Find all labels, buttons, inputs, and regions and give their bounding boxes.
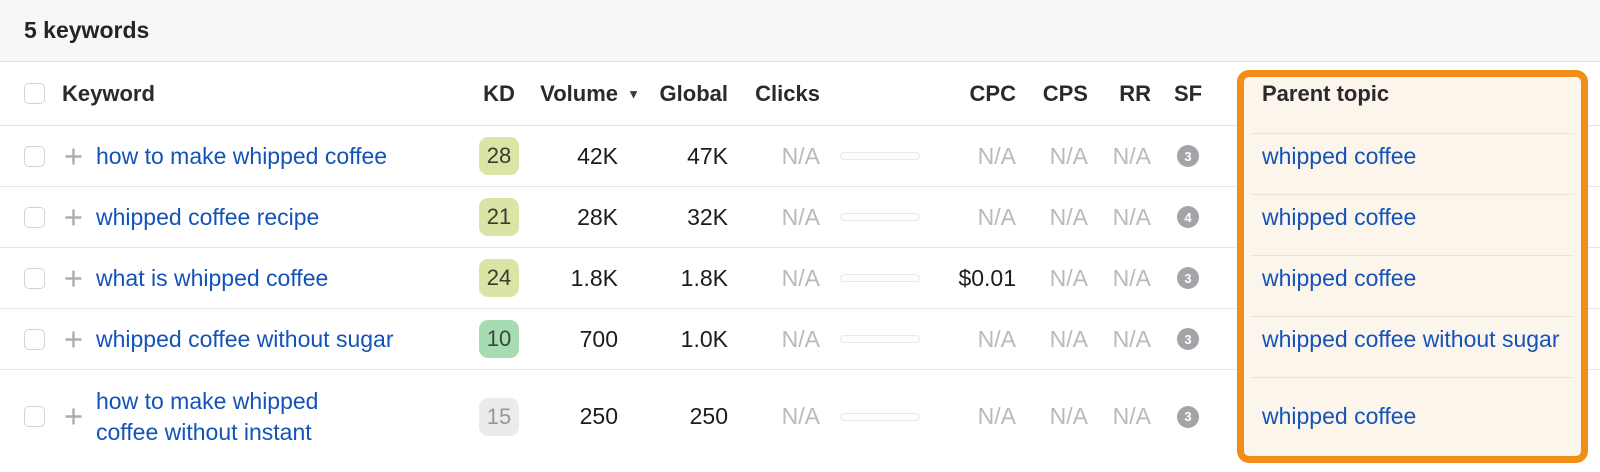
kd-badge: 28	[478, 137, 520, 175]
kd-badge: 21	[478, 198, 520, 236]
global-value: 47K	[687, 142, 728, 169]
kd-badge: 10	[478, 320, 520, 358]
column-header-kd[interactable]: KD	[483, 80, 515, 106]
global-value: 32K	[687, 203, 728, 230]
cpc-value: N/A	[977, 203, 1016, 230]
serp-features-badge[interactable]: 3	[1177, 328, 1199, 350]
table-row: what is whipped coffee 24 1.8K 1.8K N/A …	[0, 248, 1600, 309]
add-keyword-button[interactable]	[62, 145, 84, 167]
parent-topic-link[interactable]: whipped coffee	[1262, 142, 1417, 169]
column-header-cps[interactable]: CPS	[1042, 80, 1088, 106]
add-keyword-button[interactable]	[62, 406, 84, 428]
cpc-value: N/A	[977, 142, 1016, 169]
global-value: 1.8K	[680, 264, 728, 291]
volume-value: 700	[579, 325, 618, 352]
serp-features-badge[interactable]: 4	[1177, 206, 1199, 228]
column-header-clicks[interactable]: Clicks	[755, 80, 820, 106]
clicks-value: N/A	[781, 142, 820, 169]
plus-icon	[65, 148, 81, 164]
sort-desc-icon: ▼	[627, 86, 640, 101]
cps-value: N/A	[1049, 142, 1088, 169]
volume-value: 42K	[577, 142, 618, 169]
column-header-parent-topic[interactable]: Parent topic	[1262, 80, 1390, 106]
row-checkbox[interactable]	[24, 145, 45, 167]
row-checkbox[interactable]	[24, 406, 45, 427]
clicks-value: N/A	[781, 325, 820, 352]
cpc-value: N/A	[977, 325, 1016, 352]
parent-topic-link[interactable]: whipped coffee without sugar	[1262, 325, 1560, 352]
cps-value: N/A	[1049, 325, 1088, 352]
parent-topic-link[interactable]: whipped coffee	[1262, 403, 1417, 430]
parent-topic-link[interactable]: whipped coffee	[1262, 264, 1417, 291]
clicks-bar	[840, 274, 920, 282]
row-checkbox[interactable]	[24, 328, 45, 350]
keyword-link[interactable]: how to make whipped coffee	[96, 142, 388, 169]
column-header-volume[interactable]: Volume ▼	[540, 80, 640, 106]
global-value: 1.0K	[680, 325, 728, 352]
plus-icon	[65, 270, 81, 286]
column-header-keyword[interactable]: Keyword	[62, 80, 155, 106]
kd-badge: 15	[478, 397, 520, 436]
clicks-bar	[840, 335, 920, 343]
table-header-row: Keyword KD Volume ▼ Global Clicks CPC CP…	[0, 62, 1600, 126]
volume-value: 1.8K	[570, 264, 618, 291]
kd-badge: 24	[478, 259, 520, 297]
column-header-global[interactable]: Global	[659, 80, 728, 106]
rr-value: N/A	[1112, 142, 1151, 169]
clicks-bar	[840, 412, 920, 421]
results-count-bar: 5 keywords	[0, 0, 1600, 62]
volume-value: 28K	[577, 203, 618, 230]
keyword-link[interactable]: whipped coffee without sugar	[96, 325, 394, 352]
table-row: whipped coffee recipe 21 28K 32K N/A N/A…	[0, 187, 1600, 248]
clicks-value: N/A	[781, 264, 820, 291]
rr-value: N/A	[1112, 264, 1151, 291]
volume-value: 250	[579, 403, 618, 429]
clicks-value: N/A	[781, 203, 820, 230]
keyword-link[interactable]: how to make whipped coffee without insta…	[96, 388, 319, 445]
clicks-value: N/A	[781, 403, 820, 429]
clicks-bar	[840, 213, 920, 221]
keyword-link[interactable]: whipped coffee recipe	[96, 203, 320, 230]
parent-topic-link[interactable]: whipped coffee	[1262, 203, 1417, 230]
column-header-rr[interactable]: RR	[1119, 80, 1151, 106]
results-count: 5 keywords	[24, 17, 150, 43]
cps-value: N/A	[1049, 403, 1088, 429]
select-all-checkbox[interactable]	[24, 83, 45, 104]
rr-value: N/A	[1112, 203, 1151, 230]
serp-features-badge[interactable]: 3	[1177, 145, 1199, 167]
rr-value: N/A	[1112, 325, 1151, 352]
plus-icon	[65, 408, 81, 425]
table-row: how to make whipped coffee without insta…	[0, 370, 1600, 463]
keyword-link[interactable]: what is whipped coffee	[96, 264, 329, 291]
cpc-value: $0.01	[958, 264, 1016, 291]
cps-value: N/A	[1049, 203, 1088, 230]
serp-features-badge[interactable]: 3	[1177, 405, 1199, 428]
global-value: 250	[689, 403, 728, 429]
add-keyword-button[interactable]	[62, 267, 84, 289]
column-header-cpc[interactable]: CPC	[969, 80, 1016, 106]
plus-icon	[65, 209, 81, 225]
cps-value: N/A	[1049, 264, 1088, 291]
plus-icon	[65, 331, 81, 347]
parent-topic-highlight-box	[1237, 70, 1588, 463]
column-header-sf[interactable]: SF	[1173, 80, 1203, 106]
add-keyword-button[interactable]	[62, 206, 84, 228]
table-row: how to make whipped coffee 28 42K 47K N/…	[0, 126, 1600, 187]
serp-features-badge[interactable]: 3	[1177, 267, 1199, 289]
row-checkbox[interactable]	[24, 206, 45, 228]
row-checkbox[interactable]	[24, 267, 45, 289]
rr-value: N/A	[1112, 403, 1151, 429]
clicks-bar	[840, 152, 920, 160]
add-keyword-button[interactable]	[62, 328, 84, 350]
cpc-value: N/A	[977, 403, 1016, 429]
table-row: whipped coffee without sugar 10 700 1.0K…	[0, 309, 1600, 370]
